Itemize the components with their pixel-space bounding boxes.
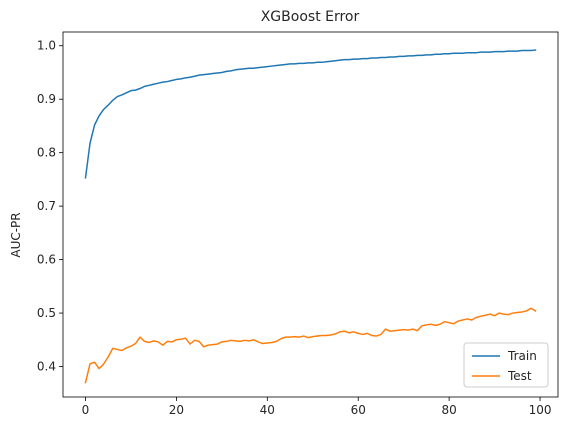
- y-tick-label: 0.8: [37, 146, 56, 160]
- chart-title: XGBoost Error: [261, 9, 360, 25]
- plot-frame: [62, 31, 559, 398]
- x-tick-label: 100: [529, 403, 552, 417]
- y-tick-label: 0.7: [37, 199, 56, 213]
- y-tick-label: 0.9: [37, 92, 56, 106]
- y-tick-label: 0.4: [37, 360, 56, 374]
- x-tick-label: 40: [260, 403, 275, 417]
- x-tick-label: 80: [441, 403, 456, 417]
- legend-label-test: Test: [507, 369, 532, 383]
- legend-label-train: Train: [507, 349, 537, 363]
- series-line-train: [84, 49, 537, 179]
- y-tick-label: 0.6: [37, 253, 56, 267]
- plot-area: 0 20 40 60 80 100 0.4 0.5 0.6 0.7 0.8 0.9 1.0: [37, 31, 559, 417]
- legend: Train Test: [463, 342, 549, 388]
- series-line-test: [84, 307, 537, 384]
- x-tick-label: 60: [351, 403, 366, 417]
- x-tick-label: 20: [169, 403, 184, 417]
- y-tick-label: 1.0: [37, 39, 56, 53]
- y-tick-label: 0.5: [37, 306, 56, 320]
- x-tick-label: 0: [82, 403, 90, 417]
- y-axis-title: AUC-PR: [9, 212, 23, 257]
